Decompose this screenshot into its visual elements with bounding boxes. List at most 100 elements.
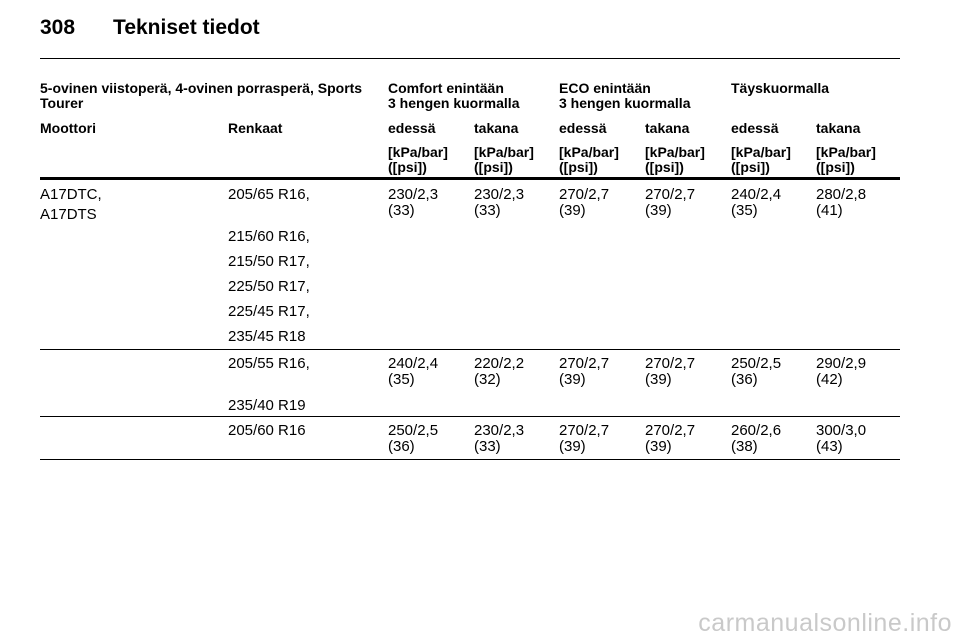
pressure-value: 230/2,3 (33)	[388, 187, 438, 219]
tire-size: 205/60 R16	[228, 422, 306, 439]
pressure-kpa-bar: 230/2,3	[474, 186, 525, 203]
row-divider	[40, 349, 900, 350]
pressure-psi: (39)	[559, 371, 586, 388]
pressure-kpa-bar: 250/2,5	[731, 355, 782, 372]
tire-size: 205/55 R16,	[228, 355, 310, 372]
pressure-kpa-bar: 260/2,6	[731, 422, 782, 439]
column-header-axle: takana	[645, 120, 690, 136]
load-header-full: Täyskuormalla	[731, 81, 829, 96]
pressure-value: 250/2,5 (36)	[731, 356, 781, 388]
unit-line2: ([psi])	[645, 159, 684, 175]
pressure-kpa-bar: 280/2,8	[816, 186, 867, 203]
pressure-value: 240/2,4 (35)	[388, 356, 438, 388]
column-header-axle: edessä	[731, 120, 779, 136]
pressure-kpa-bar: 230/2,3	[388, 186, 439, 203]
pressure-kpa-bar: 300/3,0	[816, 422, 867, 439]
pressure-kpa-bar: 220/2,2	[474, 355, 525, 372]
column-header-moottori: Moottori	[40, 120, 96, 136]
pressure-kpa-bar: 270/2,7	[559, 422, 610, 439]
pressure-psi: (38)	[731, 438, 758, 455]
load-header-comfort-line2: 3 hengen kuormalla	[388, 95, 520, 111]
pressure-value: 280/2,8 (41)	[816, 187, 866, 219]
pressure-kpa-bar: 270/2,7	[559, 355, 610, 372]
pressure-value: 230/2,3 (33)	[474, 423, 524, 455]
pressure-value: 270/2,7 (39)	[645, 356, 695, 388]
unit-line1: [kPa/bar]	[559, 144, 619, 160]
pressure-kpa-bar: 270/2,7	[559, 186, 610, 203]
unit-line1: [kPa/bar]	[731, 144, 791, 160]
pressure-psi: (33)	[474, 438, 501, 455]
top-rule	[40, 58, 900, 59]
pressure-psi: (39)	[645, 202, 672, 219]
load-header-eco: ECO enintään 3 hengen kuormalla	[559, 81, 690, 111]
pressure-psi: (35)	[388, 371, 415, 388]
load-header-comfort-line1: Comfort enintään	[388, 80, 504, 96]
column-header-axle: takana	[474, 120, 519, 136]
engine-code: A17DTS	[40, 206, 97, 223]
pressure-value: 270/2,7 (39)	[559, 187, 609, 219]
pressure-kpa-bar: 240/2,4	[731, 186, 782, 203]
tire-size: 205/65 R16,	[228, 186, 310, 203]
pressure-kpa-bar: 240/2,4	[388, 355, 439, 372]
tire-size: 215/60 R16,	[228, 228, 310, 245]
column-header-renkaat: Renkaat	[228, 120, 283, 136]
column-header-axle: edessä	[388, 120, 436, 136]
tire-size: 235/40 R19	[228, 397, 306, 414]
load-header-full-line1: Täyskuormalla	[731, 80, 830, 96]
tire-size: 215/50 R17,	[228, 253, 310, 270]
unit-line1: [kPa/bar]	[645, 144, 705, 160]
tire-size: 235/45 R18	[228, 328, 306, 345]
unit-line1: [kPa/bar]	[474, 144, 534, 160]
pressure-psi: (39)	[645, 371, 672, 388]
unit-header: [kPa/bar] ([psi])	[645, 145, 705, 175]
unit-line2: ([psi])	[731, 159, 770, 175]
pressure-value: 290/2,9 (42)	[816, 356, 866, 388]
pressure-value: 260/2,6 (38)	[731, 423, 781, 455]
column-header-axle: takana	[816, 120, 861, 136]
pressure-psi: (39)	[645, 438, 672, 455]
watermark: carmanualsonline.info	[698, 609, 952, 637]
unit-line1: [kPa/bar]	[816, 144, 876, 160]
pressure-value: 270/2,7 (39)	[559, 356, 609, 388]
pressure-kpa-bar: 270/2,7	[645, 422, 696, 439]
load-header-eco-line2: 3 hengen kuormalla	[559, 95, 691, 111]
pressure-psi: (33)	[388, 202, 415, 219]
unit-line2: ([psi])	[388, 159, 427, 175]
pressure-kpa-bar: 270/2,7	[645, 186, 696, 203]
vehicle-group-header: 5-ovinen viistoperä, 4-ovinen porrasperä…	[40, 80, 363, 111]
unit-line2: ([psi])	[474, 159, 513, 175]
tire-size: 225/50 R17,	[228, 278, 310, 295]
row-divider	[40, 416, 900, 417]
load-header-eco-line1: ECO enintään	[559, 80, 651, 96]
pressure-psi: (39)	[559, 202, 586, 219]
page-header: 308 Tekniset tiedot	[40, 16, 260, 40]
unit-header: [kPa/bar] ([psi])	[474, 145, 534, 175]
unit-line2: ([psi])	[816, 159, 855, 175]
pressure-value: 250/2,5 (36)	[388, 423, 438, 455]
pressure-psi: (39)	[559, 438, 586, 455]
page-number: 308	[40, 16, 76, 39]
pressure-value: 300/3,0 (43)	[816, 423, 866, 455]
pressure-kpa-bar: 250/2,5	[388, 422, 439, 439]
pressure-value: 230/2,3 (33)	[474, 187, 524, 219]
unit-line2: ([psi])	[559, 159, 598, 175]
pressure-psi: (32)	[474, 371, 501, 388]
engine-code: A17DTC,	[40, 186, 102, 203]
table-bottom-rule	[40, 459, 900, 460]
pressure-psi: (35)	[731, 202, 758, 219]
pressure-kpa-bar: 290/2,9	[816, 355, 867, 372]
pressure-kpa-bar: 270/2,7	[645, 355, 696, 372]
unit-header: [kPa/bar] ([psi])	[388, 145, 448, 175]
pressure-value: 240/2,4 (35)	[731, 187, 781, 219]
pressure-value: 270/2,7 (39)	[645, 187, 695, 219]
pressure-psi: (42)	[816, 371, 843, 388]
unit-line1: [kPa/bar]	[388, 144, 448, 160]
pressure-value: 270/2,7 (39)	[559, 423, 609, 455]
column-header-axle: edessä	[559, 120, 607, 136]
unit-header: [kPa/bar] ([psi])	[731, 145, 791, 175]
pressure-value: 220/2,2 (32)	[474, 356, 524, 388]
header-rule	[40, 177, 900, 180]
pressure-kpa-bar: 230/2,3	[474, 422, 525, 439]
unit-header: [kPa/bar] ([psi])	[816, 145, 876, 175]
pressure-value: 270/2,7 (39)	[645, 423, 695, 455]
